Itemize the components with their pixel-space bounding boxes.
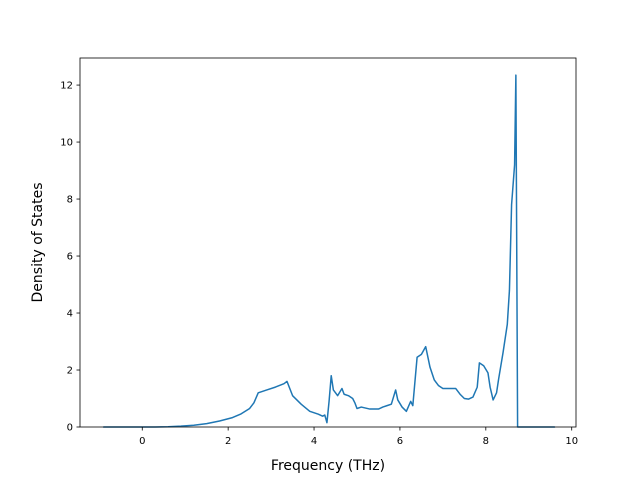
y-axis-label: Density of States xyxy=(30,183,46,303)
y-tick-label: 0 xyxy=(67,423,73,434)
x-tick-label: 2 xyxy=(225,436,231,447)
y-tick-label: 8 xyxy=(67,195,73,206)
y-tick-label: 6 xyxy=(67,252,73,263)
y-tick-label: 2 xyxy=(67,366,73,377)
x-tick-label: 4 xyxy=(311,436,317,447)
y-tick-label: 12 xyxy=(60,81,73,92)
y-tick-label: 4 xyxy=(67,309,73,320)
x-axis-label: Frequency (THz) xyxy=(271,458,385,474)
x-tick-label: 6 xyxy=(397,436,403,447)
dos-series-line-0 xyxy=(102,74,556,428)
x-tick-label: 0 xyxy=(139,436,145,447)
plot-area: 0 2 4 6 8 10 0 2 4 6 8 10 12 xyxy=(60,57,578,447)
plot-frame xyxy=(79,57,577,428)
y-tick-label: 10 xyxy=(60,138,73,149)
x-tick-label: 8 xyxy=(483,436,489,447)
x-tick-label: 10 xyxy=(565,436,578,447)
